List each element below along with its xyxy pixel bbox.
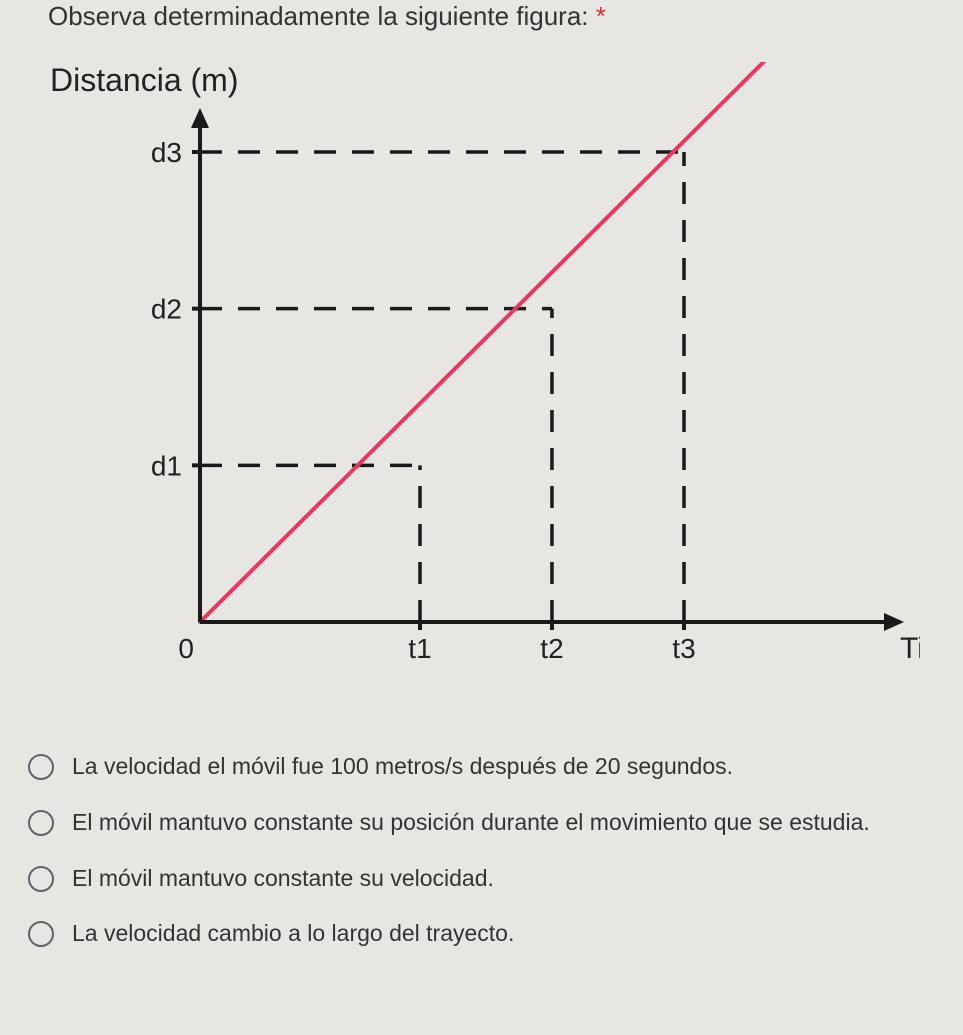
question-text: Observa determinadamente la siguiente fi…	[48, 1, 589, 31]
svg-text:t3: t3	[672, 633, 695, 664]
option-row-1[interactable]: El móvil mantuvo constante su posición d…	[28, 808, 963, 838]
svg-text:t2: t2	[540, 633, 563, 664]
option-label: El móvil mantuvo constante su posición d…	[72, 808, 870, 838]
svg-text:d1: d1	[151, 450, 182, 481]
radio-icon[interactable]	[28, 754, 54, 780]
option-label: La velocidad el móvil fue 100 metros/s d…	[72, 752, 733, 782]
svg-text:0: 0	[178, 633, 194, 664]
y-axis-title: Distancia (m)	[50, 62, 238, 99]
svg-text:Tiempo (s): Tiempo (s)	[900, 632, 920, 665]
option-row-0[interactable]: La velocidad el móvil fue 100 metros/s d…	[28, 752, 963, 782]
radio-icon[interactable]	[28, 810, 54, 836]
svg-text:d2: d2	[151, 293, 182, 324]
radio-icon[interactable]	[28, 921, 54, 947]
option-label: El móvil mantuvo constante su velocidad.	[72, 864, 494, 894]
option-label: La velocidad cambio a lo largo del traye…	[72, 919, 514, 949]
svg-text:t1: t1	[408, 633, 431, 664]
option-row-3[interactable]: La velocidad cambio a lo largo del traye…	[28, 919, 963, 949]
chart-figure: Distancia (m) d1 d2 d3 t1 t2 t3 0 Tiempo (s)	[50, 62, 920, 722]
required-asterisk: *	[596, 1, 606, 31]
svg-text:d3: d3	[151, 137, 182, 168]
options-group: La velocidad el móvil fue 100 metros/s d…	[0, 752, 963, 950]
radio-icon[interactable]	[28, 866, 54, 892]
chart-svg: d1 d2 d3 t1 t2 t3 0 Tiempo (s)	[50, 62, 920, 722]
question-prompt: Observa determinadamente la siguiente fi…	[0, 0, 963, 52]
option-row-2[interactable]: El móvil mantuvo constante su velocidad.	[28, 864, 963, 894]
